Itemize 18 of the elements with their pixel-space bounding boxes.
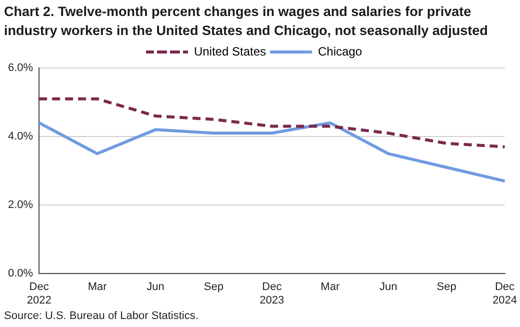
y-tick-label: 0.0% [8,268,34,280]
source-note: Source: U.S. Bureau of Labor Statistics. [4,310,198,322]
y-tick-label: 6.0% [8,62,34,74]
line-series [38,97,506,148]
y-tick-label: 4.0% [8,130,34,143]
legend-label: Chicago [318,44,362,58]
x-tick-label: Jun [146,281,164,294]
x-tick-label: Sep [204,281,224,294]
x-tick-label: Dec 2024 [492,281,518,306]
x-tick-label: Dec 2023 [260,281,284,306]
y-tick-label: 2.0% [8,199,34,212]
x-tick-label: Dec 2022 [26,281,52,306]
x-tick-label: Mar [88,281,108,294]
x-tick-label: Jun [379,281,398,294]
legend-label: United States [194,44,266,58]
chart-title: Chart 2. Twelve-month percent changes in wages and salaries for private industry workers in the United States and Chicago, not seasonally adjusted [4,3,489,40]
x-tick-label: Sep [436,281,456,294]
x-tick-label: Mar [320,281,340,294]
